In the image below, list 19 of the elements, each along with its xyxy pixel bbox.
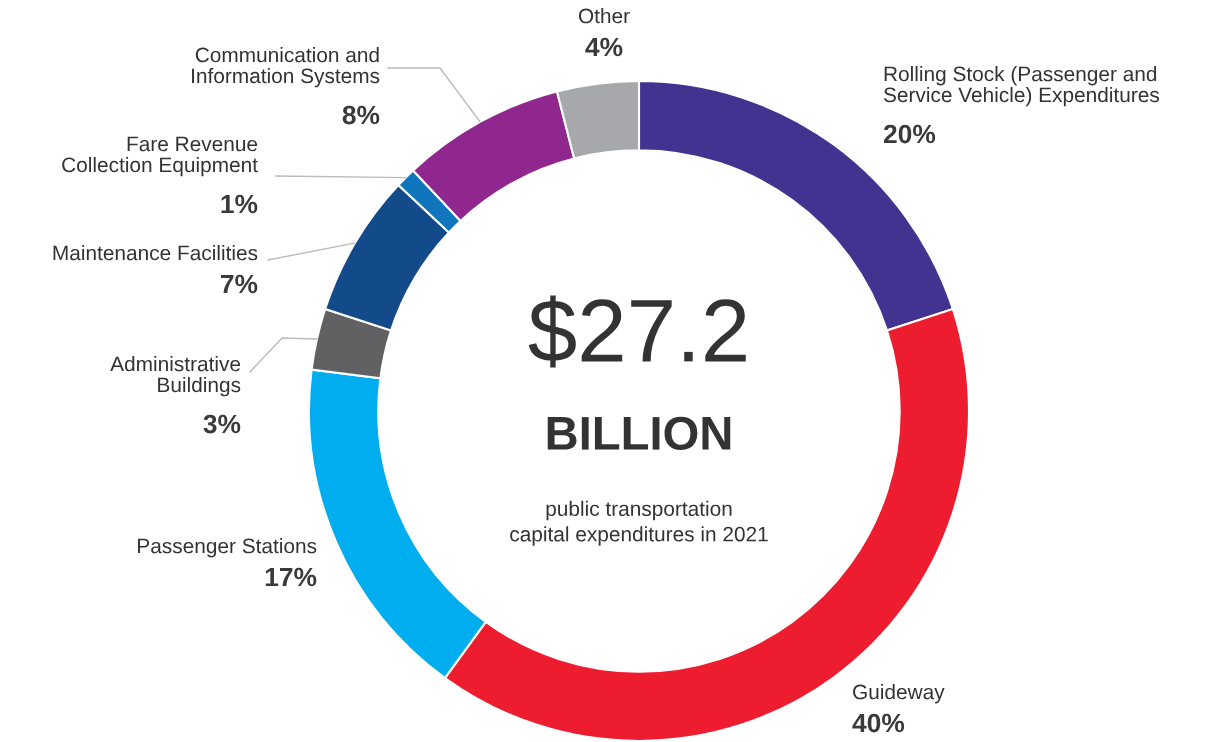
slice-label: Administrative Buildings: [110, 356, 241, 397]
data-label: 7%: [220, 274, 258, 294]
data-label: 8%: [342, 105, 380, 125]
data-label: 3%: [203, 414, 241, 434]
text: public transportation capital expenditures in 2021: [510, 500, 768, 546]
data-label: 20%: [883, 124, 936, 144]
slice-label: Guideway: [853, 684, 945, 704]
slice-label: Communication and Information Systems: [192, 47, 380, 88]
data-label: 17%: [265, 567, 317, 587]
slice-label: Other: [578, 8, 630, 24]
slice-label: Fare Revenue Collection Equipment: [62, 136, 258, 177]
data-label: 4%: [585, 37, 623, 57]
data-label: 1%: [221, 194, 258, 214]
text: BILLION: [547, 416, 731, 451]
slice-label: Passenger Stations: [138, 538, 317, 558]
slice-label: Rolling Stock (Passenger and Service Vehicle) Expenditures: [883, 66, 1160, 107]
slice-label: Maintenance Facilities: [53, 245, 258, 261]
data-label: 40%: [852, 713, 905, 733]
text: $27.2: [528, 295, 746, 368]
